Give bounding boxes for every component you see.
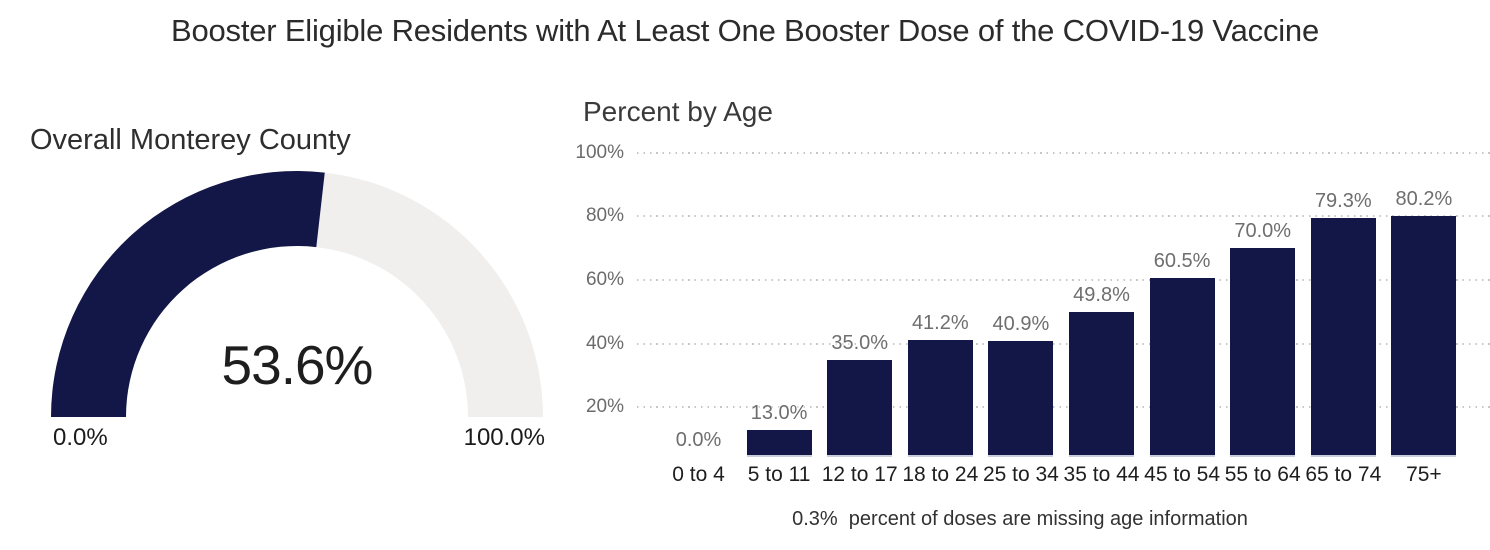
bar-65-to-74[interactable] bbox=[1310, 218, 1376, 457]
y-gridline bbox=[637, 342, 1490, 345]
x-axis-label: 55 to 64 bbox=[1224, 463, 1301, 486]
y-axis-tick-label: 20% bbox=[585, 396, 624, 418]
bar-45-to-54[interactable] bbox=[1149, 278, 1215, 457]
y-axis-tick-label: 100% bbox=[575, 141, 624, 163]
bar-value-label: 49.8% bbox=[1073, 284, 1130, 307]
bar-18-to-24[interactable] bbox=[907, 339, 973, 457]
x-axis-label: 18 to 24 bbox=[902, 463, 979, 486]
x-axis-label: 0 to 4 bbox=[672, 463, 725, 486]
bar-value-label: 60.5% bbox=[1153, 250, 1211, 273]
y-gridline bbox=[637, 278, 1490, 281]
bar-5-to-11[interactable] bbox=[746, 429, 812, 457]
bar-value-label: 79.3% bbox=[1314, 190, 1372, 213]
gauge-title: Overall Monterey County bbox=[30, 124, 351, 156]
page-title: Booster Eligible Residents with At Least… bbox=[170, 13, 1320, 48]
y-axis-tick-label: 80% bbox=[585, 205, 624, 227]
bar-55-to-64[interactable] bbox=[1230, 248, 1296, 457]
x-axis-label: 45 to 54 bbox=[1144, 463, 1221, 486]
gauge-track-arc[interactable] bbox=[316, 172, 543, 417]
x-axis-label: 35 to 44 bbox=[1063, 463, 1140, 486]
bar-chart-title: Percent by Age bbox=[583, 96, 773, 127]
bar-75+[interactable] bbox=[1391, 215, 1457, 457]
x-axis-label: 75+ bbox=[1406, 463, 1442, 486]
bar-12-to-17[interactable] bbox=[827, 359, 893, 457]
y-gridline bbox=[637, 406, 1490, 409]
gauge-value-label: 53.6% bbox=[221, 334, 374, 396]
bar-value-label: 80.2% bbox=[1395, 187, 1453, 210]
bar-25-to-34[interactable] bbox=[988, 340, 1054, 457]
bar-value-label: 40.9% bbox=[992, 312, 1050, 335]
x-axis-label: 65 to 74 bbox=[1305, 463, 1382, 486]
gauge-min-label: 0.0% bbox=[53, 424, 108, 451]
y-gridline bbox=[637, 151, 1490, 154]
gauge-max-label: 100.0% bbox=[463, 424, 545, 451]
y-axis-tick-label: 60% bbox=[585, 268, 624, 290]
x-axis-label: 25 to 34 bbox=[982, 463, 1059, 486]
gauge-value-arc[interactable] bbox=[51, 170, 325, 417]
missing-age-footnote: 0.3% percent of doses are missing age in… bbox=[792, 508, 1248, 530]
bar-value-label: 0.0% bbox=[675, 429, 722, 451]
x-axis-label: 12 to 17 bbox=[821, 463, 898, 486]
x-axis-label: 5 to 11 bbox=[747, 463, 811, 486]
bar-35-to-44[interactable] bbox=[1069, 312, 1134, 457]
bar-value-label: 35.0% bbox=[831, 331, 889, 354]
y-gridline bbox=[637, 215, 1490, 218]
bar-value-label: 13.0% bbox=[750, 401, 808, 424]
bar-value-label: 41.2% bbox=[911, 311, 969, 334]
bar-value-label: 70.0% bbox=[1234, 220, 1292, 242]
y-axis-tick-label: 40% bbox=[585, 332, 624, 354]
gauge-chart bbox=[51, 170, 543, 417]
